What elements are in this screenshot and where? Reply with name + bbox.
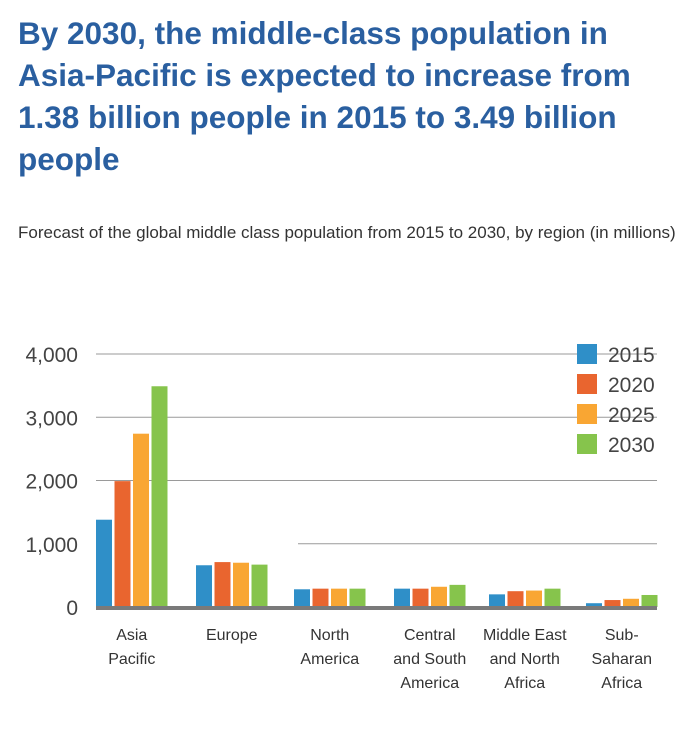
bar-2025 — [526, 590, 542, 607]
x-category-label: Europe — [206, 627, 258, 644]
y-tick-label: 0 — [66, 597, 78, 620]
headline: By 2030, the middle-class population in … — [18, 15, 631, 177]
x-category-label: Asia — [116, 627, 147, 644]
bar-2015 — [489, 594, 505, 607]
bar-2020 — [312, 588, 329, 607]
bar-2015 — [586, 603, 602, 607]
x-category-label: America — [300, 651, 359, 668]
x-category-label: Africa — [504, 675, 545, 692]
y-tick-label: 1,000 — [25, 534, 78, 557]
x-category-label: and North — [490, 651, 560, 668]
legend-label: 2020 — [608, 374, 655, 397]
bar-2025 — [331, 588, 347, 607]
bar-2025 — [431, 586, 447, 607]
bar-2020 — [412, 588, 429, 607]
x-category-label: and South — [393, 651, 466, 668]
x-category-label: Pacific — [108, 651, 155, 668]
bar-2020 — [214, 562, 231, 607]
x-category-label: Africa — [601, 675, 642, 692]
x-category-label: Central — [404, 627, 456, 644]
bar-2025 — [623, 598, 639, 607]
bar-2030 — [151, 386, 168, 607]
legend-swatch-2020 — [577, 374, 597, 394]
bar-2015 — [294, 589, 310, 607]
bar-2020 — [507, 591, 524, 607]
bar-2015 — [394, 588, 410, 607]
bar-2015 — [196, 565, 212, 607]
bar-2025 — [233, 562, 249, 607]
bar-2020 — [604, 600, 621, 607]
legend-swatch-2015 — [577, 344, 597, 364]
legend-swatch-2030 — [577, 434, 597, 454]
y-tick-label: 4,000 — [25, 344, 78, 367]
bar-2015 — [96, 519, 112, 607]
legend-swatch-2025 — [577, 404, 597, 424]
bar-2025 — [133, 433, 149, 607]
legend-label: 2030 — [608, 434, 655, 457]
bar-2020 — [114, 481, 131, 607]
x-category-label: Sub- — [605, 627, 639, 644]
bar-2030 — [544, 588, 561, 607]
bar-2030 — [349, 588, 366, 607]
bar-2030 — [251, 564, 268, 607]
x-category-label: America — [400, 675, 459, 692]
x-category-label: Middle East — [483, 627, 567, 644]
x-category-label: North — [310, 627, 349, 644]
y-tick-label: 2,000 — [25, 471, 78, 494]
chart-subtitle: Forecast of the global middle class popu… — [18, 223, 676, 242]
y-tick-label: 3,000 — [25, 407, 78, 430]
bar-2030 — [449, 584, 466, 607]
x-category-label: Saharan — [592, 651, 653, 668]
legend-label: 2015 — [608, 344, 655, 367]
bar-2030 — [641, 594, 658, 607]
legend-label: 2025 — [608, 404, 655, 427]
